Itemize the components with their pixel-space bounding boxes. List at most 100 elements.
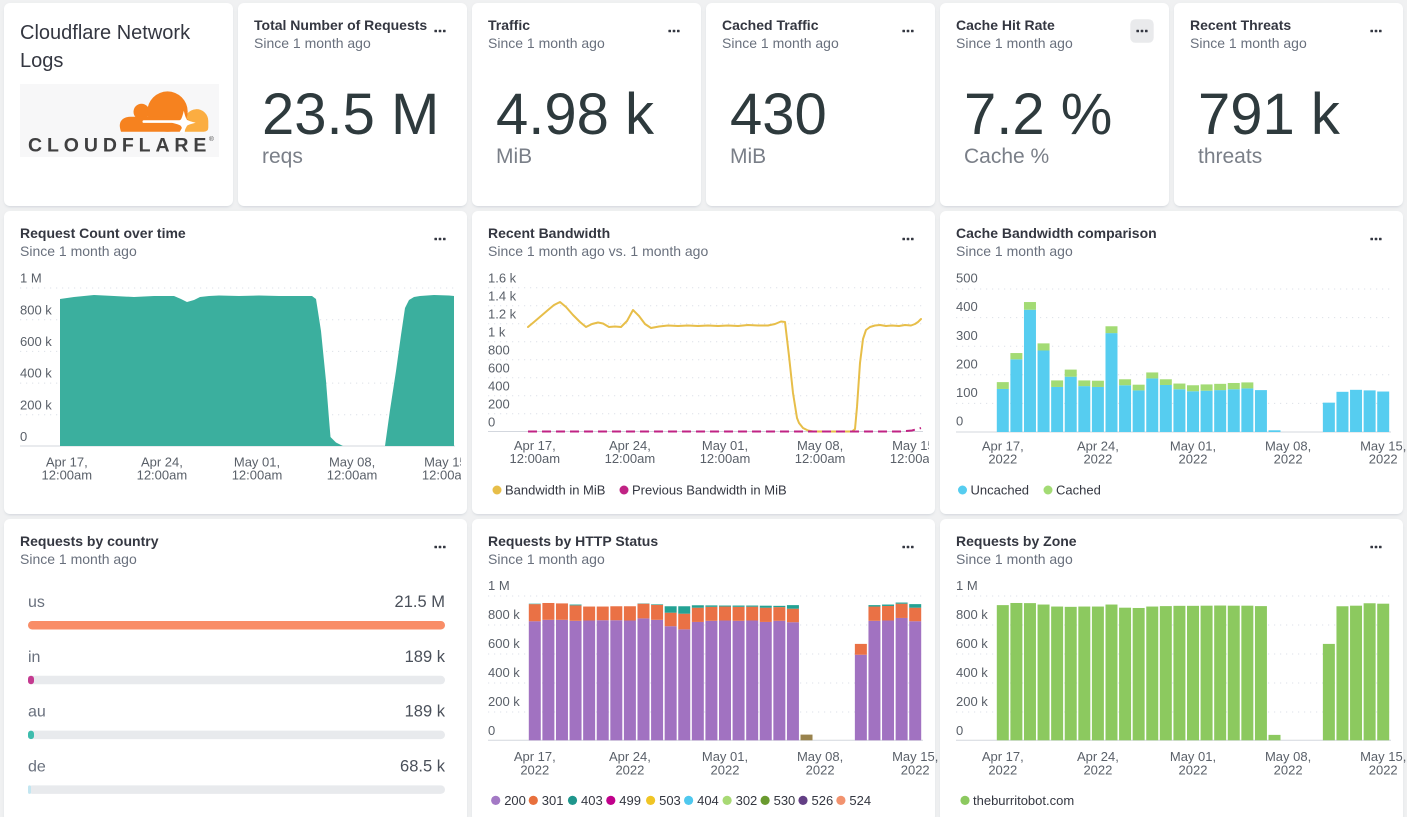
svg-text:12:00am: 12:00am bbox=[700, 451, 751, 466]
svg-text:May 01,: May 01, bbox=[1170, 439, 1216, 454]
svg-text:2022: 2022 bbox=[1179, 452, 1208, 467]
svg-text:400: 400 bbox=[488, 379, 510, 394]
svg-text:1.2 k: 1.2 k bbox=[488, 307, 517, 322]
svg-text:0: 0 bbox=[956, 723, 963, 738]
svg-text:530: 530 bbox=[774, 793, 796, 808]
svg-text:12:00am: 12:00am bbox=[232, 468, 283, 483]
svg-text:600 k: 600 k bbox=[20, 334, 52, 349]
svg-text:403: 403 bbox=[581, 793, 603, 808]
svg-text:0: 0 bbox=[488, 723, 495, 738]
svg-text:1 M: 1 M bbox=[20, 271, 42, 286]
svg-text:2022: 2022 bbox=[1083, 452, 1112, 467]
svg-text:800 k: 800 k bbox=[20, 302, 52, 317]
svg-text:®: ® bbox=[209, 135, 214, 143]
svg-text:Apr 24,: Apr 24, bbox=[141, 454, 183, 469]
svg-text:CLOUDFLARE: CLOUDFLARE bbox=[28, 135, 211, 157]
svg-text:Apr 17,: Apr 17, bbox=[46, 454, 88, 469]
svg-text:600: 600 bbox=[488, 361, 510, 376]
svg-text:1.6 k: 1.6 k bbox=[488, 271, 517, 286]
svg-text:Apr 17,: Apr 17, bbox=[514, 438, 556, 453]
svg-text:200: 200 bbox=[956, 356, 978, 371]
svg-text:May 01,: May 01, bbox=[1170, 749, 1216, 764]
svg-text:21.5 M: 21.5 M bbox=[395, 593, 445, 611]
svg-text:2022: 2022 bbox=[1369, 452, 1398, 467]
svg-text:12:00am: 12:00am bbox=[137, 468, 188, 483]
svg-text:de: de bbox=[28, 758, 46, 775]
svg-text:526: 526 bbox=[812, 793, 834, 808]
svg-text:Apr 24,: Apr 24, bbox=[609, 749, 651, 764]
svg-text:12:00am: 12:00am bbox=[890, 451, 929, 466]
svg-text:0: 0 bbox=[956, 414, 963, 429]
svg-text:200 k: 200 k bbox=[20, 397, 52, 412]
svg-text:in: in bbox=[28, 649, 40, 666]
svg-text:400 k: 400 k bbox=[20, 366, 52, 381]
svg-text:2022: 2022 bbox=[711, 763, 740, 778]
svg-text:0: 0 bbox=[20, 429, 27, 444]
svg-text:2022: 2022 bbox=[520, 763, 549, 778]
svg-text:1 M: 1 M bbox=[956, 578, 978, 593]
svg-text:189 k: 189 k bbox=[405, 648, 446, 666]
svg-text:May 01,: May 01, bbox=[234, 454, 280, 469]
svg-text:2022: 2022 bbox=[1179, 763, 1208, 778]
svg-text:499: 499 bbox=[619, 793, 641, 808]
svg-text:800: 800 bbox=[488, 343, 510, 358]
svg-text:us: us bbox=[28, 594, 45, 611]
svg-text:Apr 17,: Apr 17, bbox=[514, 749, 556, 764]
svg-text:2022: 2022 bbox=[1274, 452, 1303, 467]
svg-text:404: 404 bbox=[697, 793, 719, 808]
svg-text:May 08,: May 08, bbox=[329, 454, 375, 469]
svg-text:2022: 2022 bbox=[1369, 763, 1398, 778]
svg-text:800 k: 800 k bbox=[488, 607, 520, 622]
svg-text:au: au bbox=[28, 704, 46, 721]
svg-text:May 15,: May 15, bbox=[1360, 749, 1406, 764]
svg-text:12:00am: 12:00am bbox=[510, 451, 561, 466]
svg-text:2022: 2022 bbox=[901, 763, 930, 778]
svg-text:2022: 2022 bbox=[988, 452, 1017, 467]
svg-text:400 k: 400 k bbox=[956, 665, 988, 680]
svg-text:Bandwidth in MiB: Bandwidth in MiB bbox=[505, 483, 605, 498]
svg-text:Apr 17,: Apr 17, bbox=[982, 749, 1024, 764]
svg-text:68.5 k: 68.5 k bbox=[400, 757, 446, 775]
svg-text:May 08,: May 08, bbox=[797, 749, 843, 764]
svg-text:12:00am: 12:00am bbox=[42, 468, 93, 483]
svg-text:Apr 24,: Apr 24, bbox=[1077, 439, 1119, 454]
svg-text:400: 400 bbox=[956, 299, 978, 314]
svg-text:2022: 2022 bbox=[988, 763, 1017, 778]
svg-text:12:00am: 12:00am bbox=[422, 468, 461, 483]
svg-text:100: 100 bbox=[956, 385, 978, 400]
svg-text:May 01,: May 01, bbox=[702, 438, 748, 453]
svg-text:1 M: 1 M bbox=[488, 578, 510, 593]
svg-text:800 k: 800 k bbox=[956, 607, 988, 622]
svg-text:189 k: 189 k bbox=[405, 703, 446, 721]
svg-text:May 08,: May 08, bbox=[1265, 749, 1311, 764]
svg-text:400 k: 400 k bbox=[488, 665, 520, 680]
svg-text:0: 0 bbox=[488, 415, 495, 430]
svg-text:600 k: 600 k bbox=[956, 636, 988, 651]
svg-text:Apr 17,: Apr 17, bbox=[982, 439, 1024, 454]
svg-text:503: 503 bbox=[659, 793, 681, 808]
svg-text:Apr 24,: Apr 24, bbox=[609, 438, 651, 453]
svg-text:theburritobot.com: theburritobot.com bbox=[973, 793, 1074, 808]
svg-text:2022: 2022 bbox=[615, 763, 644, 778]
svg-text:200: 200 bbox=[488, 397, 510, 412]
svg-text:May 15,: May 15, bbox=[1360, 439, 1406, 454]
svg-text:12:00am: 12:00am bbox=[795, 451, 846, 466]
svg-text:12:00am: 12:00am bbox=[605, 451, 656, 466]
svg-text:May 15,: May 15, bbox=[892, 438, 929, 453]
svg-text:200: 200 bbox=[504, 793, 526, 808]
svg-text:May 01,: May 01, bbox=[702, 749, 748, 764]
svg-text:May 15,: May 15, bbox=[424, 454, 461, 469]
svg-text:600 k: 600 k bbox=[488, 636, 520, 651]
svg-text:200 k: 200 k bbox=[488, 694, 520, 709]
svg-text:301: 301 bbox=[542, 793, 564, 808]
svg-text:1 k: 1 k bbox=[488, 325, 506, 340]
svg-text:524: 524 bbox=[849, 793, 871, 808]
svg-text:302: 302 bbox=[736, 793, 758, 808]
svg-text:2022: 2022 bbox=[1083, 763, 1112, 778]
svg-text:500: 500 bbox=[956, 271, 978, 286]
svg-text:Uncached: Uncached bbox=[971, 483, 1030, 498]
svg-text:May 15,: May 15, bbox=[892, 749, 938, 764]
svg-text:Previous Bandwidth in MiB: Previous Bandwidth in MiB bbox=[632, 483, 787, 498]
svg-text:300: 300 bbox=[956, 328, 978, 343]
svg-text:200 k: 200 k bbox=[956, 694, 988, 709]
